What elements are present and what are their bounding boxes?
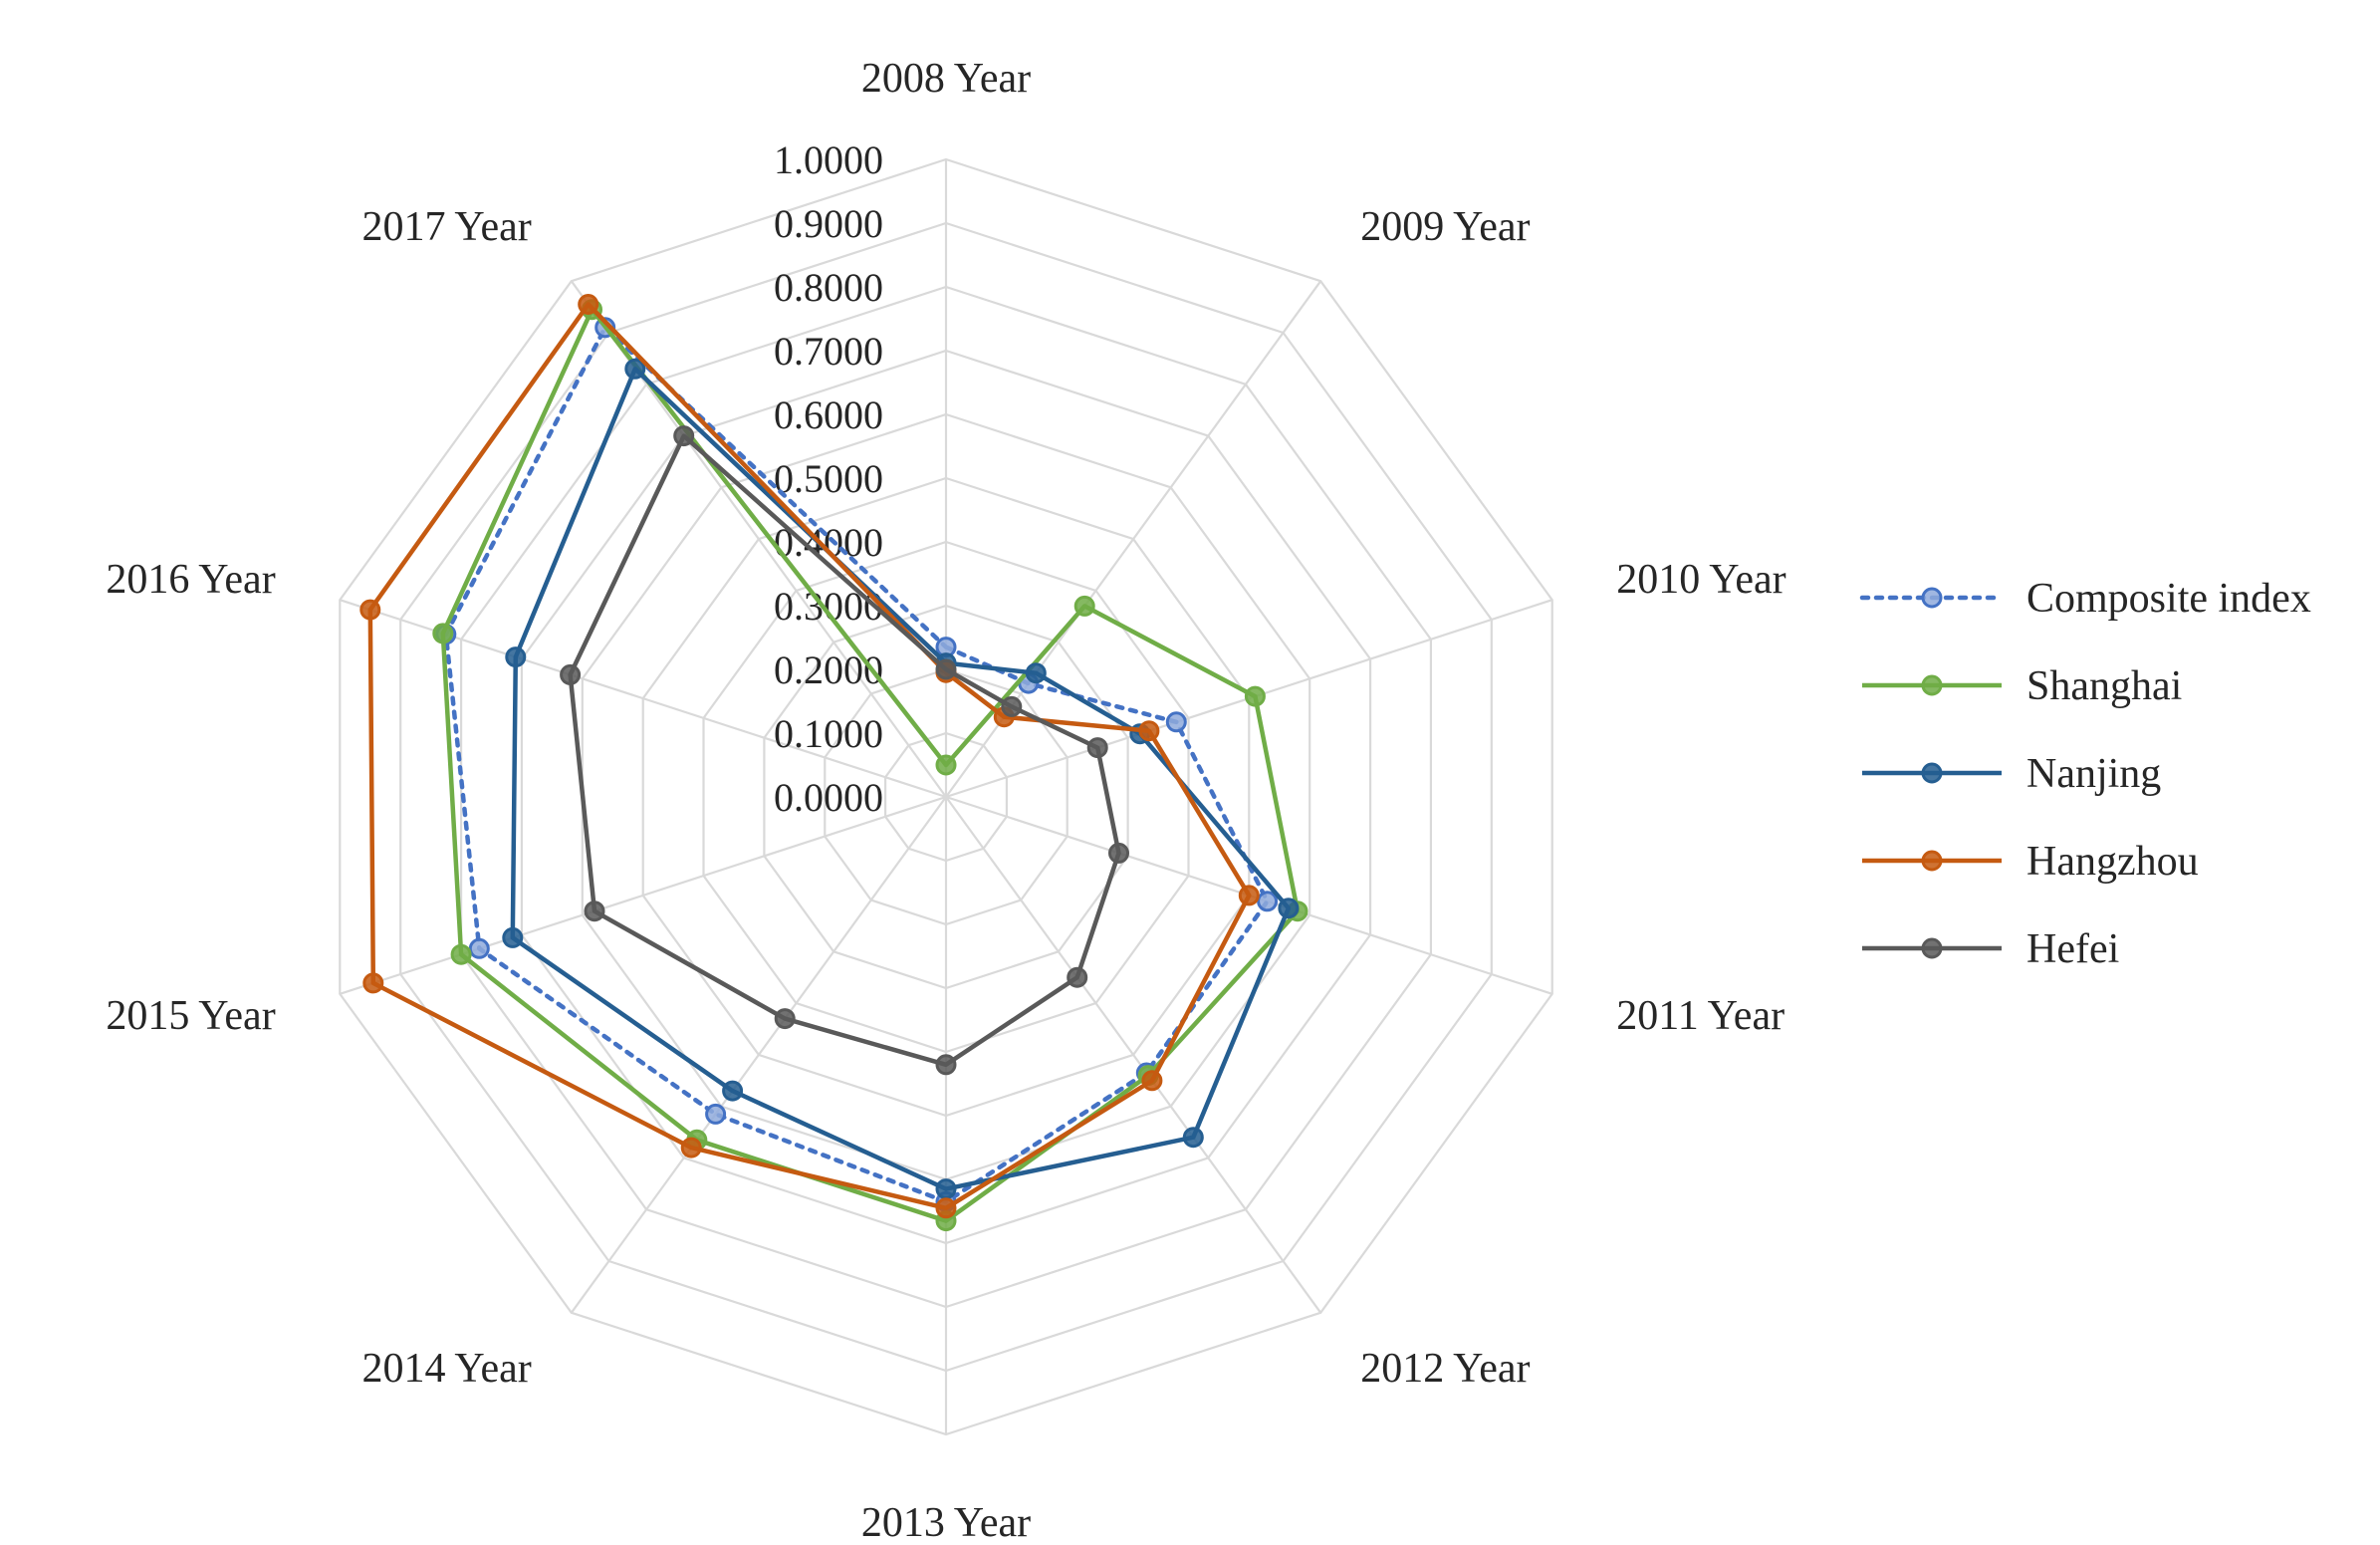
axis-tick-label: 0.6000 xyxy=(774,392,883,437)
data-point-hangzhou xyxy=(935,1197,957,1219)
legend-swatch-marker xyxy=(1921,850,1943,872)
data-point-hangzhou xyxy=(362,972,384,994)
data-point-nanjing xyxy=(505,646,527,668)
axis-tick-label: 1.0000 xyxy=(774,137,883,182)
legend-label: Hefei xyxy=(2026,926,2119,972)
data-point-nanjing xyxy=(1278,898,1300,919)
category-label: 2016 Year xyxy=(106,557,275,603)
grid-spoke xyxy=(339,795,947,995)
category-label: 2009 Year xyxy=(1360,204,1530,250)
data-point-hefei xyxy=(935,658,957,680)
legend-swatch-marker xyxy=(1921,762,1943,784)
series-nanjing xyxy=(502,358,1300,1200)
legend-label: Hangzhou xyxy=(2026,839,2199,885)
data-point-hefei xyxy=(935,1054,957,1076)
category-label: 2014 Year xyxy=(361,1346,531,1392)
data-point-hefei xyxy=(1086,737,1108,759)
category-label: 2012 Year xyxy=(1360,1346,1530,1392)
legend-item-hangzhou: Hangzhou xyxy=(1862,839,2199,885)
data-point-composite-index xyxy=(705,1103,727,1125)
data-point-hangzhou xyxy=(1141,1070,1163,1092)
data-point-nanjing xyxy=(624,358,646,380)
data-point-nanjing xyxy=(1182,1127,1204,1149)
data-point-hefei xyxy=(1067,966,1088,988)
data-point-composite-index xyxy=(1257,891,1279,912)
legend: Composite index Shanghai Nanjing Hangzhou He… xyxy=(1859,576,2311,972)
data-point-hefei xyxy=(774,1008,796,1030)
category-label: 2013 Year xyxy=(861,1500,1031,1545)
legend-label: Composite index xyxy=(2026,576,2311,622)
data-point-nanjing xyxy=(935,1178,957,1200)
axis-tick-label: 0.5000 xyxy=(774,456,883,501)
data-point-nanjing xyxy=(722,1080,744,1102)
legend-item-nanjing: Nanjing xyxy=(1862,751,2161,797)
legend-item-composite-index: Composite index xyxy=(1859,576,2311,622)
axis-tick-label: 0.1000 xyxy=(774,711,883,756)
axis-tick-label: 0.9000 xyxy=(774,201,883,246)
legend-swatch-marker xyxy=(1921,674,1943,696)
category-label: 2011 Year xyxy=(1616,993,1785,1039)
category-label: 2017 Year xyxy=(361,204,531,250)
category-labels: 2008 Year 2009 Year 2010 Year 2011 Year 2012… xyxy=(106,56,1785,1545)
grid-spoke xyxy=(945,796,1322,1314)
data-point-composite-index xyxy=(468,937,490,959)
series-line-hangzhou xyxy=(367,302,1252,1211)
axis-tick-label: 0.0000 xyxy=(774,775,883,820)
data-point-shanghai xyxy=(935,754,957,776)
data-point-hefei xyxy=(1001,695,1023,717)
data-point-nanjing xyxy=(502,926,524,948)
axis-tick-label: 0.2000 xyxy=(774,647,883,692)
data-point-shanghai xyxy=(1073,595,1095,617)
category-label: 2008 Year xyxy=(861,56,1031,102)
category-label: 2010 Year xyxy=(1616,557,1785,603)
legend-swatch-marker xyxy=(1921,937,1943,959)
data-point-hangzhou xyxy=(680,1137,702,1159)
tick-labels: 0.00000.10000.20000.30000.40000.50000.60… xyxy=(774,137,883,820)
data-point-composite-index xyxy=(1165,711,1187,733)
data-point-nanjing xyxy=(1025,662,1047,684)
data-point-hangzhou xyxy=(578,294,599,315)
data-point-hefei xyxy=(673,425,695,447)
data-point-hangzhou xyxy=(1138,720,1160,742)
data-point-shanghai xyxy=(1244,685,1266,707)
grid-spoke xyxy=(570,796,947,1314)
legend-label: Nanjing xyxy=(2026,751,2161,797)
category-label: 2015 Year xyxy=(106,993,275,1039)
axis-tick-label: 0.4000 xyxy=(774,520,883,565)
axis-tick-label: 0.8000 xyxy=(774,265,883,310)
data-point-hangzhou xyxy=(1238,885,1260,906)
grid-layer xyxy=(339,157,1553,1436)
legend-swatch-marker xyxy=(1921,587,1943,609)
axis-tick-label: 0.7000 xyxy=(774,329,883,374)
data-point-shanghai xyxy=(432,623,454,644)
legend-label: Shanghai xyxy=(2026,663,2182,709)
legend-item-shanghai: Shanghai xyxy=(1862,663,2182,709)
data-point-hefei xyxy=(1108,842,1129,864)
series-hefei xyxy=(560,425,1129,1076)
legend-item-hefei: Hefei xyxy=(1862,926,2119,972)
data-point-hefei xyxy=(560,663,582,685)
data-point-hangzhou xyxy=(359,599,381,621)
data-point-hefei xyxy=(584,901,605,922)
series-layer xyxy=(359,294,1309,1232)
data-point-shanghai xyxy=(450,943,472,965)
